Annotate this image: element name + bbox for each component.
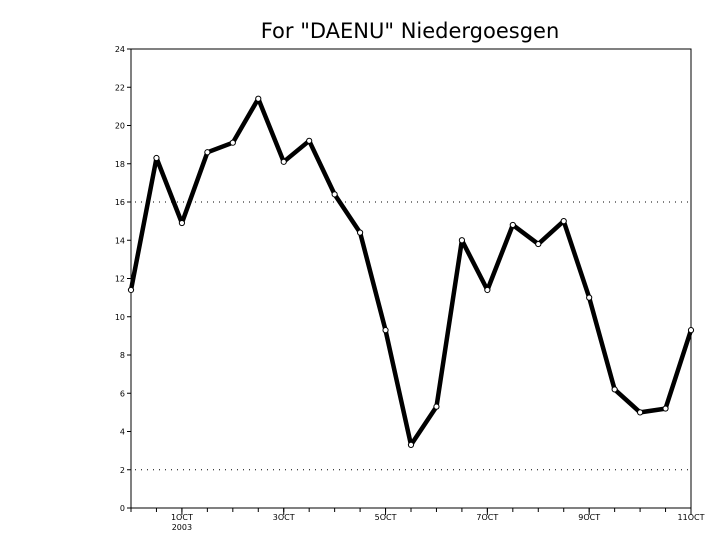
y-tick-label: 24 [115,45,125,54]
data-point [509,221,516,229]
data-point [153,154,160,162]
data-point [356,229,364,236]
y-tick-label: 22 [115,83,125,92]
x-tick-label: 3OCT [273,513,295,522]
y-tick-label: 20 [115,122,125,131]
x-tick-label: 7OCT [476,513,498,522]
data-point [484,286,491,294]
x-tick-label: 5OCT [375,513,397,522]
data-point [586,294,593,301]
y-tick-label: 12 [115,275,125,284]
data-point [255,95,262,102]
y-tick-label: 6 [120,389,125,398]
y-tick-label: 8 [120,351,125,360]
y-tick-label: 14 [115,236,125,245]
data-point [306,137,313,144]
data-point [687,327,695,334]
data-point [662,405,669,412]
x-tick-label: 1OCT [171,513,193,522]
series-line [128,96,694,448]
x-tick-label: 11OCT [678,513,705,522]
data-point [636,409,644,416]
data-point [204,149,211,156]
data-point [280,158,287,165]
series-layer [127,95,695,448]
chart-title: For "DAENU" Niedergoesgen [261,19,560,43]
y-tick-label: 0 [120,504,125,513]
data-point [433,403,440,410]
data-point [407,441,415,448]
data-point [560,218,567,225]
y-tick-label: 2 [120,466,125,475]
reference-lines [135,201,691,471]
y-tick-label: 16 [115,198,125,207]
data-point [611,386,618,393]
y-tick-label: 4 [120,428,125,437]
data-point [331,191,338,198]
y-tick-label: 10 [115,313,125,322]
data-point [535,240,542,248]
data-point [178,219,186,227]
data-point [458,237,466,244]
x-tick-label: 9OCT [578,513,600,522]
data-point [127,286,135,294]
y-tick-label: 18 [115,160,125,169]
x-tick-sublabel: 2003 [172,523,192,532]
data-point [382,327,389,334]
data-point [229,139,236,146]
